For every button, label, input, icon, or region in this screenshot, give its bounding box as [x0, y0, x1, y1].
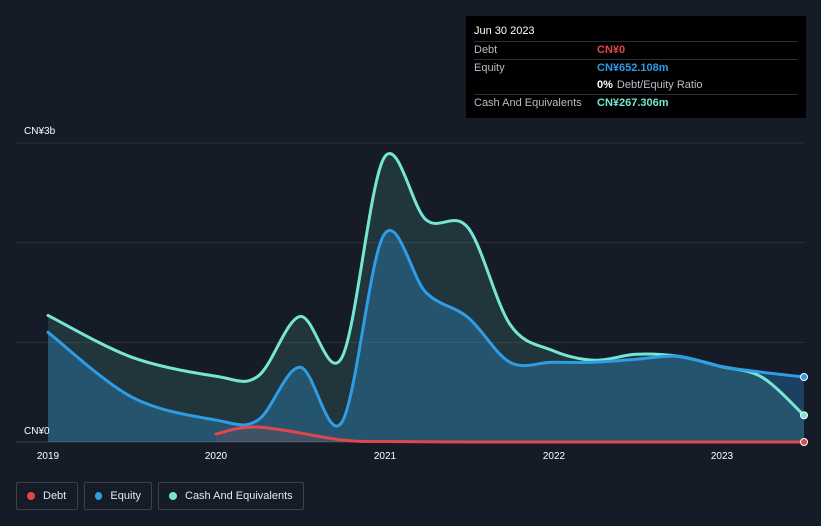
y-tick-label-top: CN¥3b [24, 126, 56, 137]
series-end-marker-equity [800, 373, 808, 382]
legend-item-debt[interactable]: Debt [16, 482, 78, 510]
x-tick-label: 2021 [373, 451, 397, 462]
tooltip-value: CN¥0 [597, 44, 626, 56]
tooltip-label: Cash And Equivalents [474, 97, 582, 109]
series-end-marker-cash-and-equivalents [800, 411, 808, 420]
tooltip-label: Equity [474, 62, 505, 74]
x-tick-label: 2022 [542, 451, 566, 462]
legend-dot-icon [95, 492, 103, 500]
tooltip-row-equity: Equity CN¥652.108m [474, 59, 798, 77]
series-area-cash-and-equivalents [48, 153, 804, 443]
tooltip-value: CN¥267.306m [597, 97, 669, 109]
tooltip-value: CN¥652.108m [597, 62, 669, 74]
legend-label: Debt [43, 490, 67, 502]
tooltip-row-ratio: 0% Debt/Equity Ratio [474, 77, 798, 94]
x-tick-label: 2019 [36, 451, 60, 462]
series-line-debt [214, 425, 806, 444]
y-tick-label-bottom: CN¥0 [24, 426, 50, 437]
tooltip-date: Jun 30 2023 [474, 25, 535, 37]
legend-item-cash[interactable]: Cash And Equivalents [158, 482, 304, 510]
tooltip-value: 0% [597, 79, 613, 91]
legend-label: Equity [110, 490, 141, 502]
series-end-marker-debt [800, 438, 808, 446]
tooltip-extra: Debt/Equity Ratio [616, 79, 703, 91]
legend-item-equity[interactable]: Equity [84, 482, 152, 510]
chart-tooltip: Jun 30 2023 Debt CN¥0 Equity CN¥652.108m… [466, 16, 806, 118]
tooltip-label: Debt [474, 44, 498, 56]
tooltip-row-debt: Debt CN¥0 [474, 41, 798, 59]
series-area-debt [216, 426, 804, 443]
legend-label: Cash And Equivalents [185, 490, 293, 502]
x-tick-label: 2023 [710, 451, 734, 462]
legend-dot-icon [27, 492, 35, 500]
series-line-equity [46, 229, 806, 428]
x-tick-label: 2020 [204, 451, 228, 462]
tooltip-row-cash: Cash And Equivalents CN¥267.306m [474, 94, 798, 112]
legend-dot-icon [169, 492, 177, 500]
series-area-equity [48, 230, 804, 442]
